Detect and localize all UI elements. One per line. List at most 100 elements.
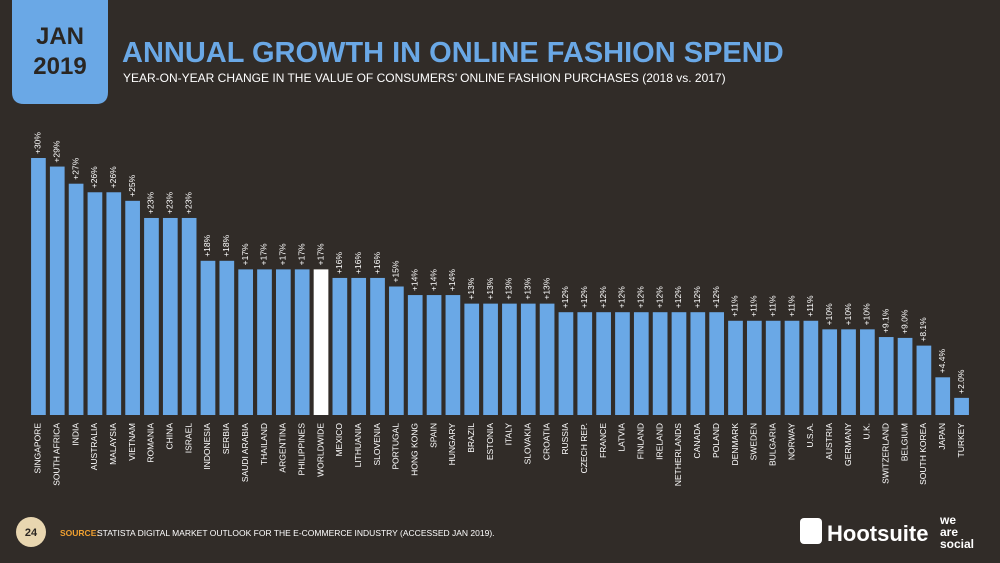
value-label: +17% xyxy=(240,243,250,265)
bar xyxy=(671,312,687,415)
category-label: DENMARK xyxy=(730,423,740,466)
bar xyxy=(860,329,875,415)
bar xyxy=(652,312,668,415)
bar xyxy=(125,200,140,415)
category-label: BRAZIL xyxy=(466,423,476,453)
bar xyxy=(784,320,800,415)
bar xyxy=(106,192,122,415)
category-label: FRANCE xyxy=(598,423,608,458)
bar xyxy=(822,329,838,415)
value-label: +15% xyxy=(391,260,401,282)
bar xyxy=(238,269,254,415)
bar xyxy=(709,312,725,415)
category-label: U.S.A. xyxy=(805,423,815,448)
badge-year: 2019 xyxy=(33,53,86,80)
plot: +30% SINGAPORE +29% SOUTH AFRICA +27% INDIA +2… xyxy=(31,132,969,486)
bar xyxy=(275,269,291,415)
value-label: +18% xyxy=(202,234,212,256)
bar xyxy=(897,337,913,415)
category-label: SAUDI ARABIA xyxy=(240,423,250,482)
value-label: +9.0% xyxy=(899,309,909,334)
bar xyxy=(728,320,743,415)
bar xyxy=(87,192,103,415)
value-label: +11% xyxy=(786,295,796,317)
value-label: +8.1% xyxy=(918,317,928,342)
page-badge xyxy=(16,517,46,547)
category-label: LITHUANIA xyxy=(353,423,363,468)
category-label: PORTUGAL xyxy=(391,423,401,470)
bar xyxy=(596,312,611,415)
category-label: TURKEY xyxy=(956,423,966,458)
value-label: +18% xyxy=(221,234,231,256)
bar xyxy=(765,320,781,415)
category-label: FINLAND xyxy=(636,423,646,459)
value-label: +11% xyxy=(749,295,759,317)
bar xyxy=(916,345,932,415)
source-label: SOURCE: xyxy=(60,528,99,538)
bar xyxy=(219,260,235,415)
bar xyxy=(690,312,706,415)
bar xyxy=(49,166,65,415)
value-label: +16% xyxy=(372,252,382,274)
bar xyxy=(370,277,385,415)
bar xyxy=(162,217,178,415)
category-label: AUSTRALIA xyxy=(89,423,99,471)
bar xyxy=(577,312,593,415)
category-label: SINGAPORE xyxy=(33,423,43,474)
value-label: +12% xyxy=(692,286,702,308)
bar xyxy=(841,329,856,415)
badge-month: JAN xyxy=(36,23,84,50)
bar xyxy=(746,320,762,415)
category-label: ARGENTINA xyxy=(278,423,288,473)
bar xyxy=(615,312,630,415)
value-label: +26% xyxy=(108,166,118,188)
bar xyxy=(502,303,517,415)
value-label: +14% xyxy=(428,269,438,291)
bar xyxy=(332,277,348,415)
bar xyxy=(351,277,367,415)
value-label: +29% xyxy=(52,140,62,162)
value-label: +4.4% xyxy=(937,349,947,374)
bar xyxy=(558,312,574,415)
category-label: PHILIPPINES xyxy=(296,423,306,476)
value-label: +17% xyxy=(315,243,325,265)
bar xyxy=(633,312,649,415)
category-label: ROMANIA xyxy=(146,423,156,463)
chart-title: ANNUAL GROWTH IN ONLINE FASHION SPEND xyxy=(122,37,784,69)
category-label: ESTONIA xyxy=(485,423,495,460)
value-label: +11% xyxy=(730,295,740,317)
category-label: THAILAND xyxy=(259,423,269,465)
bar xyxy=(31,158,46,415)
page-number: 24 xyxy=(25,527,38,539)
category-label: WORLDWIDE xyxy=(315,423,325,477)
value-label: +13% xyxy=(466,277,476,299)
was-logo-are: are xyxy=(940,525,958,539)
hootsuite-logo: Hootsuite xyxy=(827,521,928,546)
value-label: +10% xyxy=(824,303,834,325)
value-label: +17% xyxy=(296,243,306,265)
was-logo-social: social xyxy=(940,537,974,551)
value-label: +13% xyxy=(485,277,495,299)
category-label: RUSSIA xyxy=(560,423,570,455)
value-label: +12% xyxy=(636,286,646,308)
value-label: +12% xyxy=(711,286,721,308)
bar xyxy=(935,377,951,415)
category-label: HONG KONG xyxy=(409,423,419,476)
bar xyxy=(539,303,555,415)
value-label: +11% xyxy=(767,295,777,317)
value-label: +12% xyxy=(579,286,589,308)
value-label: +10% xyxy=(843,303,853,325)
value-label: +17% xyxy=(259,243,269,265)
category-label: ISRAEL xyxy=(183,423,193,454)
bar xyxy=(803,320,819,415)
bar xyxy=(464,303,480,415)
category-label: U.K. xyxy=(862,423,872,440)
value-label: +9.1% xyxy=(880,308,890,333)
value-label: +25% xyxy=(127,174,137,196)
value-label: +13% xyxy=(541,277,551,299)
chart-subtitle: YEAR-ON-YEAR CHANGE IN THE VALUE OF CONS… xyxy=(123,71,726,85)
value-label: +27% xyxy=(70,157,80,179)
category-label: BULGARIA xyxy=(767,423,777,466)
bar xyxy=(954,397,969,415)
bar xyxy=(200,260,216,415)
